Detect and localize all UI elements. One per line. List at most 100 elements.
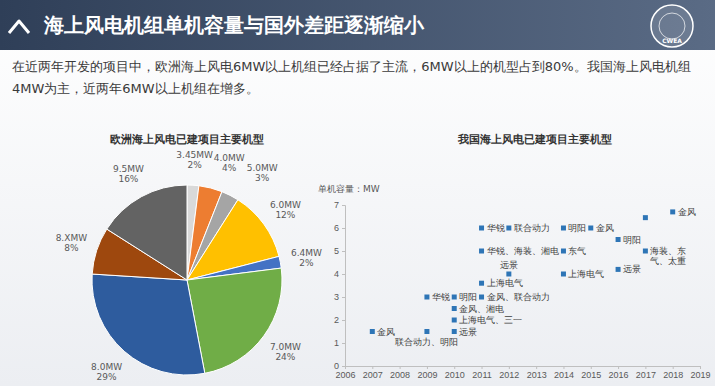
pie-title: 欧洲海上风电已建项目主要机型 — [110, 133, 264, 146]
y-tick-label: 2 — [334, 315, 339, 325]
point-label: 远景 — [500, 260, 518, 270]
pie-label: 3.45MW2% — [176, 150, 213, 170]
pie-label-name: 7.0MW — [270, 342, 301, 352]
point-label-line: 明阳 — [568, 223, 586, 233]
pie-label-value: 8% — [64, 243, 79, 253]
data-point — [616, 237, 621, 242]
point-label: 明阳 — [623, 235, 641, 245]
data-point — [452, 318, 457, 323]
data-point — [424, 295, 429, 300]
y-tick-mark — [342, 251, 345, 252]
pie-labels: 3.45MW2%4.0MW4%5.0MW3%6.0MW12%6.4MW2%7.0… — [56, 150, 322, 383]
point-label: 联合动力、明阳 — [395, 337, 458, 347]
data-point — [479, 226, 484, 231]
x-tick: 2008 — [390, 366, 410, 380]
header-icon — [9, 21, 29, 33]
point-label: 金风 — [377, 327, 395, 337]
point-label-line: 远景 — [459, 327, 477, 337]
x-tick-label: 2016 — [609, 370, 629, 380]
pie-label-name: 8.0MW — [91, 362, 122, 372]
slide: 海上风电机组单机容量与国外差距逐渐缩小 在近两年开发的项目中，欧洲海上风电6MW… — [0, 0, 715, 386]
x-tick-label: 2017 — [636, 370, 656, 380]
x-tick: 2016 — [609, 366, 629, 380]
pie-label-value: 16% — [118, 174, 138, 184]
pie-label-name: 6.0MW — [270, 200, 301, 210]
y-tick-label: 5 — [334, 246, 339, 256]
pie-label-name: 9.5MW — [113, 164, 144, 174]
point-label: 远景 — [623, 264, 641, 274]
data-point — [452, 329, 457, 334]
y-axis-line — [342, 206, 346, 367]
pie-label: 8.XMW8% — [56, 233, 88, 253]
pie-label-value: 3% — [255, 173, 270, 183]
x-tick-mark — [536, 366, 537, 369]
x-tick: 2010 — [445, 366, 465, 380]
pie-label-name: 5.0MW — [247, 163, 278, 173]
point-label: 金风 — [596, 223, 614, 233]
pie-label-name: 6.4MW — [291, 248, 322, 258]
pie-label: 7.0MW24% — [270, 342, 301, 362]
point-label-line: 华锐 — [487, 223, 505, 233]
point-label: 上海电气 — [568, 269, 604, 279]
point-label-line: 联合动力 — [514, 223, 550, 233]
pie-label-value: 12% — [275, 210, 295, 220]
x-tick-mark — [509, 366, 510, 369]
x-tick-label: 2011 — [472, 370, 491, 380]
point-label: 金风、湘电 — [459, 304, 504, 314]
y-tick-mark — [342, 228, 345, 229]
x-tick: 2009 — [417, 366, 437, 380]
x-tick: 2007 — [363, 366, 383, 380]
point-label-line: 金风、湘电 — [459, 304, 504, 314]
x-axis: 2006200720082009201020112012201320142015… — [335, 366, 710, 380]
x-tick: 2017 — [636, 366, 656, 380]
pie-slice — [107, 185, 187, 280]
pie-label: 5.0MW3% — [247, 163, 278, 183]
y-tick-mark — [342, 297, 345, 298]
pie-slice — [92, 274, 205, 375]
x-tick-label: 2009 — [417, 370, 437, 380]
x-tick-mark — [400, 366, 401, 369]
point-label: 金风 — [678, 207, 696, 217]
x-tick-label: 2007 — [363, 370, 383, 380]
y-tick-label: 1 — [334, 338, 339, 348]
y-tick: 1 — [334, 338, 345, 348]
data-point — [479, 249, 484, 254]
point-label: 海装、东气、太重 — [650, 246, 686, 266]
data-point — [643, 249, 648, 254]
point-label: 明阳 — [568, 223, 586, 233]
x-tick-mark — [372, 366, 373, 369]
y-tick-label: 7 — [334, 200, 339, 210]
pie-label: 6.0MW12% — [270, 200, 301, 220]
point-label-line: 远景 — [500, 260, 518, 270]
x-tick-label: 2012 — [499, 370, 519, 380]
header-title: 海上风电机组单机容量与国外差距逐渐缩小 — [44, 12, 424, 39]
x-tick-mark — [427, 366, 428, 369]
pie — [92, 185, 282, 375]
x-tick-label: 2019 — [690, 370, 710, 380]
pie-label: 8.0MW29% — [91, 362, 122, 382]
data-point — [588, 226, 593, 231]
point-label-line: 上海电气 — [487, 278, 523, 288]
point-label: 上海电气 — [487, 278, 523, 288]
x-tick-mark — [591, 366, 592, 369]
y-tick-mark — [342, 274, 345, 275]
point-label: 联合动力 — [514, 223, 550, 233]
data-point — [452, 306, 457, 311]
y-tick: 5 — [334, 246, 345, 256]
data-point — [670, 209, 675, 214]
description: 在近两年开发的项目中，欧洲海上风电6MW以上机组已经占据了主流，6MW以上的机型… — [12, 56, 707, 100]
x-tick: 2011 — [472, 366, 491, 380]
pie-label-name: 3.45MW — [176, 150, 213, 160]
point-label-line: 华锐、海装、湘电 — [487, 246, 559, 256]
data-point — [370, 329, 375, 334]
y-tick-mark — [342, 343, 345, 344]
x-tick-label: 2010 — [445, 370, 465, 380]
x-tick: 2012 — [499, 366, 519, 380]
x-tick-mark — [454, 366, 455, 369]
data-point — [479, 281, 484, 286]
x-tick-mark — [482, 366, 483, 369]
logo: CWEA — [651, 5, 693, 47]
pie-label-name: 8.XMW — [56, 233, 88, 243]
y-tick: 7 — [334, 200, 345, 210]
x-tick-mark — [700, 366, 701, 369]
